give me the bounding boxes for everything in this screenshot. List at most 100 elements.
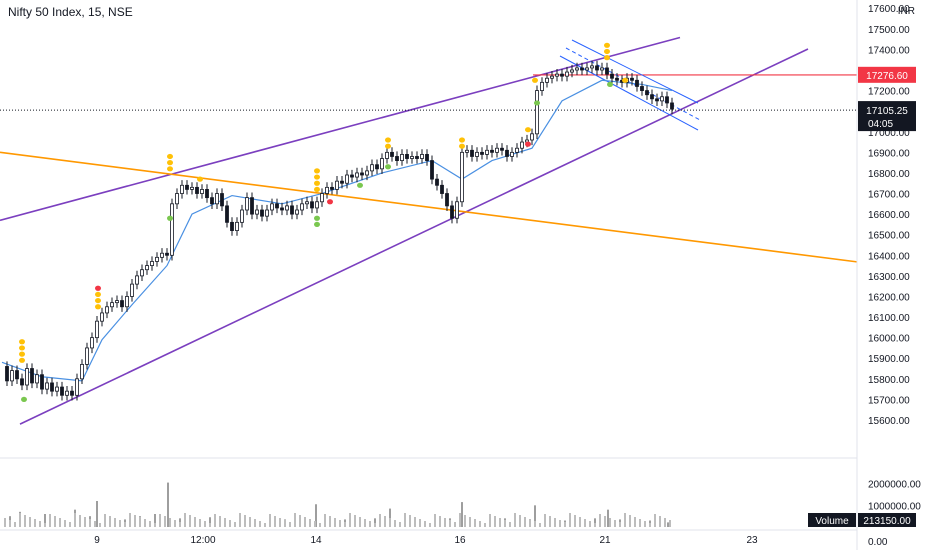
volume-bar bbox=[39, 521, 41, 527]
price-tick-label: 15800.00 bbox=[868, 375, 910, 386]
signal-dot bbox=[19, 357, 25, 363]
candle-body bbox=[610, 73, 614, 79]
candle-body bbox=[190, 186, 194, 190]
volume-bar bbox=[189, 515, 191, 527]
volume-bar bbox=[629, 515, 631, 527]
signal-dot bbox=[385, 143, 391, 149]
volume-bar bbox=[139, 517, 141, 527]
signal-dot bbox=[604, 48, 610, 55]
price-tick-label: 16800.00 bbox=[868, 169, 910, 180]
price-tick-label: 16600.00 bbox=[868, 210, 910, 221]
volume-bar bbox=[179, 522, 181, 527]
volume-bar bbox=[19, 513, 21, 527]
price-axis: 15600.00 15700.00 15800.00 15900.00 16000.00… bbox=[856, 0, 921, 550]
candle-body bbox=[330, 186, 334, 190]
volume-bar bbox=[74, 513, 76, 527]
volume-bar bbox=[634, 517, 636, 527]
candle-body bbox=[290, 205, 294, 215]
last-price-countdown: 04:05 bbox=[868, 119, 893, 130]
volume-bar bbox=[369, 521, 371, 527]
candle-body bbox=[495, 147, 499, 153]
volume-bar bbox=[394, 520, 396, 527]
candle-body bbox=[305, 201, 309, 205]
candle-body bbox=[85, 347, 89, 365]
signal-dot bbox=[459, 137, 465, 143]
candle-body bbox=[395, 156, 399, 161]
signal-dot bbox=[607, 81, 613, 88]
volume-bar bbox=[149, 521, 151, 527]
volume-bar bbox=[607, 509, 609, 527]
candle-body bbox=[400, 154, 404, 161]
volume-bar bbox=[609, 518, 611, 527]
candle-body bbox=[30, 368, 34, 384]
volume-bar bbox=[69, 522, 71, 527]
candle-body bbox=[355, 172, 359, 178]
candle-body bbox=[295, 209, 299, 215]
candle-body bbox=[240, 209, 244, 223]
upper-channel bbox=[0, 36, 681, 222]
candle-body bbox=[95, 320, 99, 339]
signal-dot bbox=[167, 160, 173, 166]
candle-body bbox=[285, 205, 289, 211]
trend-lines bbox=[0, 36, 858, 425]
candle-body bbox=[510, 151, 514, 157]
candle-body bbox=[445, 193, 449, 207]
volume-bar bbox=[549, 516, 551, 527]
volume-bar bbox=[569, 513, 571, 527]
candle-body bbox=[500, 147, 504, 151]
volume-bar bbox=[379, 514, 381, 527]
volume-bar bbox=[534, 505, 536, 527]
volume-bar bbox=[84, 517, 86, 527]
volume-bar bbox=[209, 517, 211, 527]
candle-body bbox=[75, 378, 79, 396]
price-tick-label: 15600.00 bbox=[868, 416, 910, 427]
volume-bar bbox=[109, 516, 111, 527]
signal-dot bbox=[314, 180, 320, 186]
volume-bar bbox=[104, 514, 106, 527]
candle-body bbox=[490, 149, 494, 153]
volume-bar bbox=[124, 522, 126, 527]
mini-channel-upper bbox=[571, 39, 699, 104]
candle-body bbox=[100, 312, 104, 322]
price-tick-label: 16900.00 bbox=[868, 148, 910, 159]
signal-dot bbox=[95, 304, 101, 310]
candle-body bbox=[170, 203, 174, 256]
volume-bar bbox=[374, 523, 376, 527]
volume-bar bbox=[304, 517, 306, 527]
candle-body bbox=[635, 79, 639, 87]
candle-body bbox=[470, 149, 474, 157]
candle-body bbox=[530, 133, 534, 141]
volume-bar bbox=[44, 514, 46, 527]
volume-bar bbox=[644, 521, 646, 527]
volume-bar bbox=[239, 513, 241, 527]
candle-body bbox=[205, 189, 209, 199]
volume-label-tag bbox=[808, 513, 856, 527]
candle-body bbox=[450, 205, 454, 219]
candle-body bbox=[390, 151, 394, 157]
volume-bar bbox=[384, 516, 386, 527]
candle-body bbox=[540, 81, 544, 91]
candle-body bbox=[130, 283, 134, 297]
candle-body bbox=[145, 265, 149, 271]
candle-body bbox=[265, 209, 269, 217]
candle-body bbox=[600, 67, 604, 71]
candle-body bbox=[60, 386, 64, 396]
candle-body bbox=[520, 141, 524, 149]
candle-body bbox=[345, 174, 349, 184]
volume-bar bbox=[284, 520, 286, 527]
volume-bar bbox=[359, 517, 361, 527]
volume-bar bbox=[489, 514, 491, 527]
price-tick-label: 16100.00 bbox=[868, 313, 910, 324]
signal-dot bbox=[385, 164, 391, 170]
volume-bar bbox=[279, 518, 281, 527]
volume-bar bbox=[429, 523, 431, 527]
volume-bar bbox=[209, 523, 211, 527]
candle-body bbox=[105, 306, 109, 314]
volume-bar bbox=[564, 522, 566, 527]
candle-body bbox=[150, 261, 154, 266]
volume-bar bbox=[414, 517, 416, 527]
volume-bar bbox=[654, 514, 656, 527]
volume-bar bbox=[484, 523, 486, 527]
candle-body bbox=[280, 207, 284, 211]
